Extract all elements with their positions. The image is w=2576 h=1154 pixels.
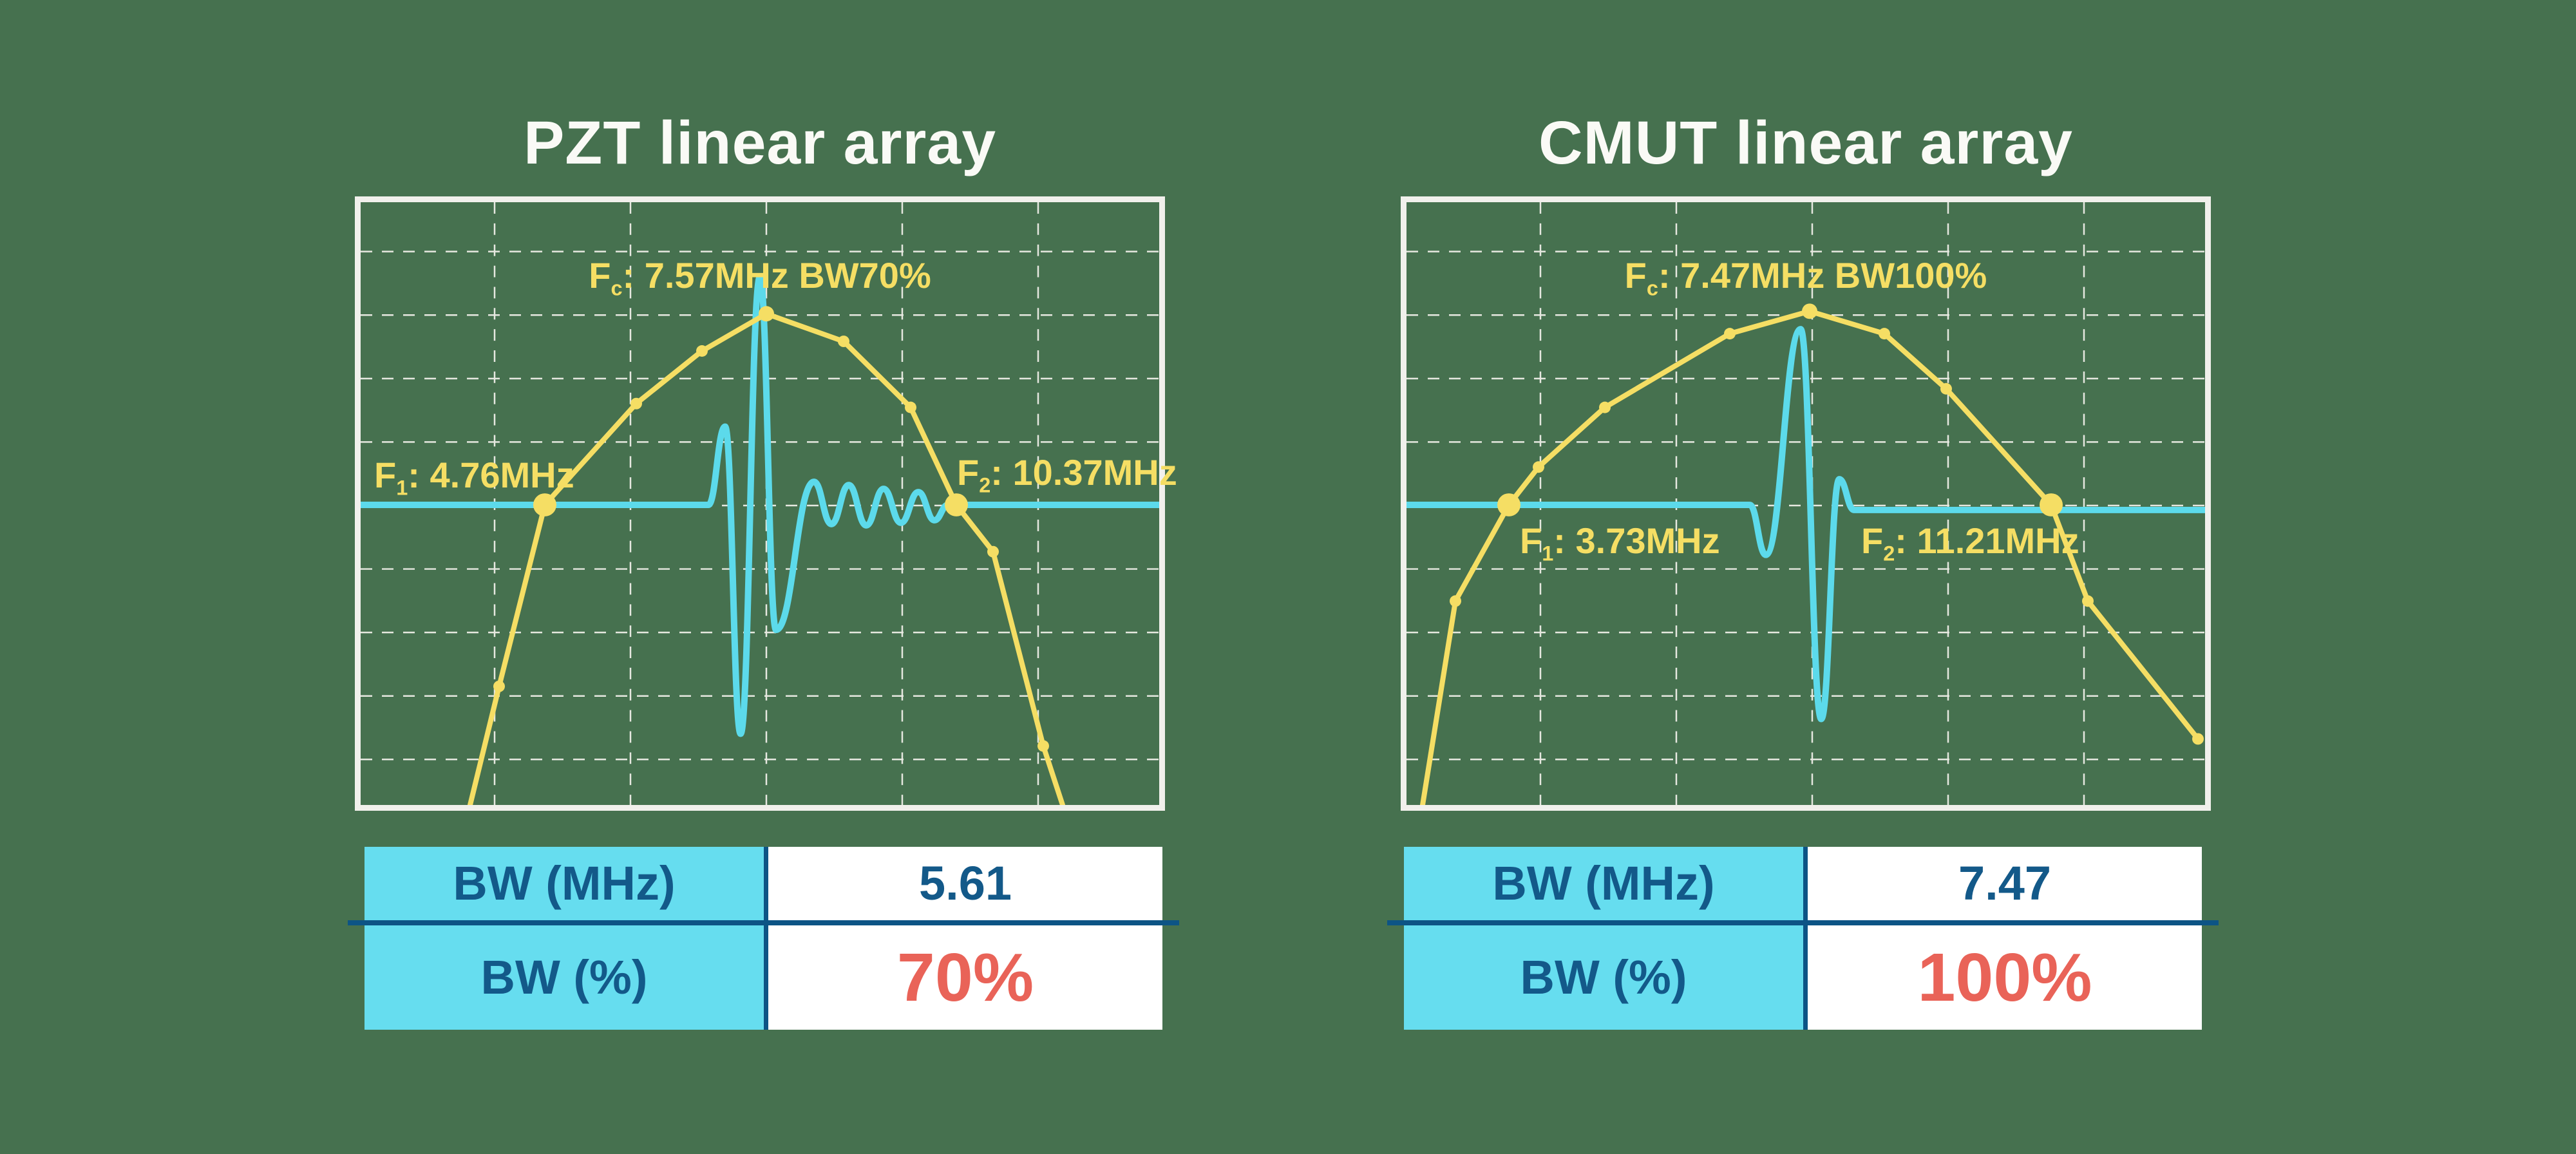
f2-label-base: F: [1861, 520, 1884, 561]
pzt-bw-mhz-value: 5.61: [768, 847, 1162, 920]
pzt-fc-annotation: Fc: 7.57MHz BW70%: [361, 258, 1159, 299]
fc-label-base: F: [1624, 255, 1647, 296]
pzt-bw-table: BW (MHz) 5.61 BW (%) 70%: [348, 847, 1179, 1030]
cmut-bw-mhz-label: BW (MHz): [1404, 847, 1803, 920]
f1-label-base: F: [374, 455, 397, 495]
cmut-chart-title: CMUT linear array: [1538, 109, 2074, 177]
f1-label-sub: 1: [396, 476, 408, 500]
cmut-bw-table: BW (MHz) 7.47 BW (%) 100%: [1387, 847, 2219, 1030]
fc-label-base: F: [589, 255, 611, 296]
cmut-table-row-divider: [1387, 920, 2219, 925]
f1-label-rest: : 4.76MHz: [408, 455, 574, 495]
pzt-plot-svg: [361, 202, 1159, 805]
cmut-plot-svg: [1406, 202, 2205, 805]
f2-label-rest: : 10.37MHz: [990, 452, 1177, 493]
pzt-bw-pct-label: BW (%): [365, 925, 764, 1030]
pzt-bw-pct-value: 70%: [768, 925, 1162, 1030]
fc-label-rest: : 7.47MHz BW100%: [1658, 255, 1987, 296]
cmut-table-column-divider: [1803, 847, 1808, 1030]
cmut-bw-mhz-value: 7.47: [1808, 847, 2202, 920]
cmut-f1-annotation: F1: 3.73MHz: [1520, 523, 1720, 564]
f2-label-rest: : 11.21MHz: [1895, 520, 2079, 561]
cmut-fc-annotation: Fc: 7.47MHz BW100%: [1406, 258, 2205, 299]
f1-label-sub: 1: [1542, 542, 1554, 565]
f1-label-rest: : 3.73MHz: [1553, 520, 1720, 561]
f2-label-sub: 2: [979, 473, 991, 497]
pzt-table-column-divider: [764, 847, 768, 1030]
f2-label-base: F: [957, 452, 980, 493]
cmut-bw-pct-value: 100%: [1808, 925, 2202, 1030]
pzt-table-row-divider: [348, 920, 1179, 925]
fc-label-rest: : 7.57MHz BW70%: [622, 255, 931, 296]
cmut-plot-frame: Fc: 7.47MHz BW100% F1: 3.73MHz F2: 11.21…: [1401, 196, 2211, 811]
pzt-chart-title: PZT linear array: [523, 109, 997, 177]
fc-label-sub: c: [611, 276, 623, 300]
pzt-plot-frame: Fc: 7.57MHz BW70% F1: 4.76MHz F2: 10.37M…: [355, 196, 1177, 811]
f1-label-base: F: [1520, 520, 1542, 561]
cmut-f2-annotation: F2: 11.21MHz: [1861, 523, 2079, 564]
cmut-bw-pct-label: BW (%): [1404, 925, 1803, 1030]
pzt-f1-annotation: F1: 4.76MHz: [374, 457, 574, 498]
pzt-bw-mhz-label: BW (MHz): [365, 847, 764, 920]
fc-label-sub: c: [1646, 276, 1658, 300]
f2-label-sub: 2: [1883, 542, 1895, 565]
pzt-f2-annotation: F2: 10.37MHz: [957, 455, 1177, 496]
